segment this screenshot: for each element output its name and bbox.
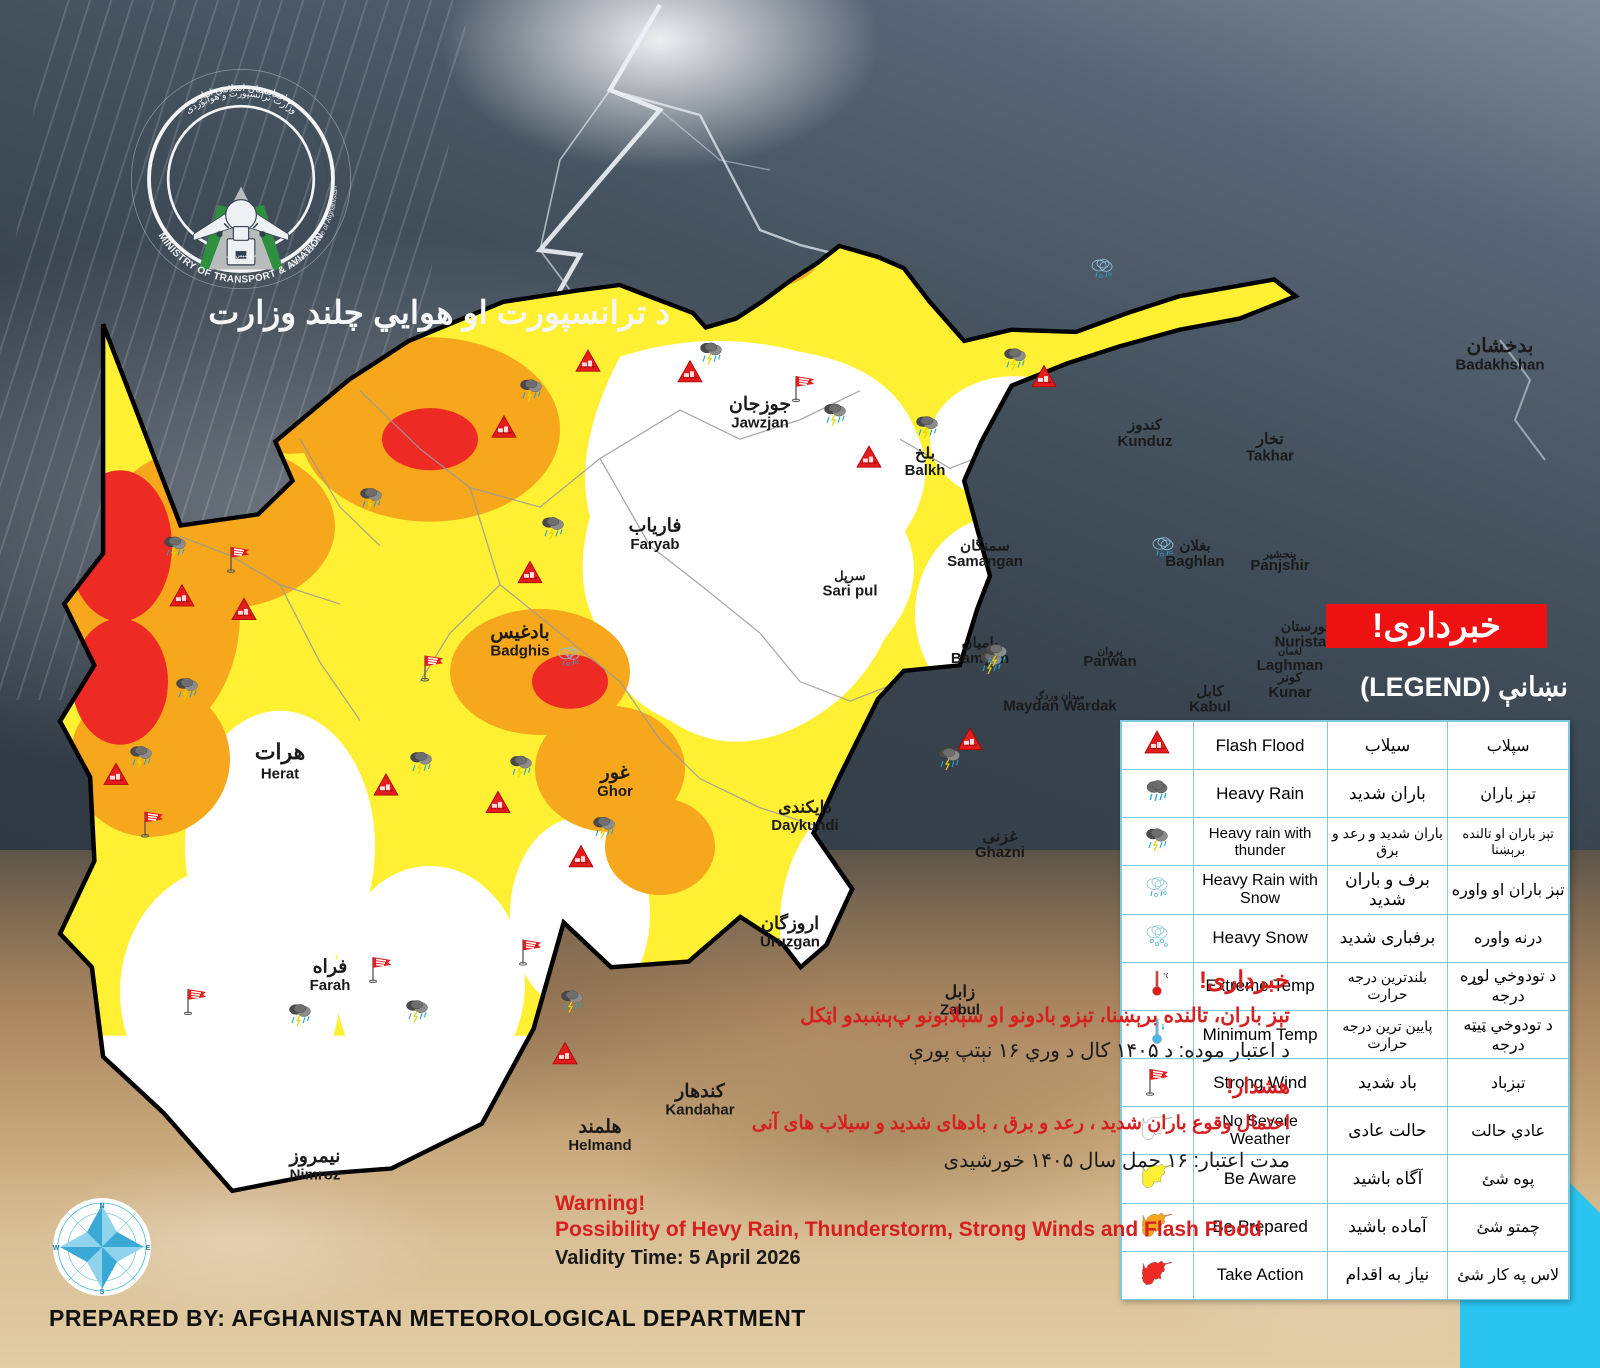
svg-text:سمنگان: سمنگان: [960, 537, 1010, 555]
svg-text:هرات: هرات: [255, 740, 306, 766]
svg-text:فاریاب: فاریاب: [629, 515, 682, 537]
svg-text:فراه: فراه: [313, 956, 348, 978]
svg-text:بدخشان: بدخشان: [1466, 335, 1533, 357]
svg-text:جوزجان: جوزجان: [729, 393, 791, 415]
svg-text:Takhar: Takhar: [1246, 449, 1294, 465]
svg-text:Daykundi: Daykundi: [771, 818, 838, 834]
svg-text:Uruzgan: Uruzgan: [760, 935, 820, 951]
svg-text:لغمان: لغمان: [1278, 647, 1302, 658]
svg-text:سرپل: سرپل: [834, 568, 866, 584]
svg-text:E: E: [146, 1245, 151, 1252]
svg-text:Maydan Wardak: Maydan Wardak: [1003, 699, 1117, 715]
svg-text:Balkh: Balkh: [905, 463, 946, 479]
svg-text:Ghazni: Ghazni: [975, 845, 1025, 861]
svg-text:Samangan: Samangan: [947, 554, 1023, 570]
svg-text:Badakhshan: Badakhshan: [1455, 357, 1544, 373]
svg-text:کندوز: کندوز: [1127, 418, 1163, 434]
svg-text:S: S: [100, 1289, 105, 1296]
svg-text:Panjshir: Panjshir: [1250, 558, 1309, 574]
svg-text:Parwan: Parwan: [1083, 654, 1136, 670]
svg-text:Jawzjan: Jawzjan: [731, 416, 788, 432]
svg-text:Badghis: Badghis: [490, 644, 549, 660]
svg-text:بغلان: بغلان: [1179, 539, 1210, 555]
svg-text:بادغیس: بادغیس: [490, 621, 549, 643]
svg-text:اروزگان: اروزگان: [761, 912, 819, 934]
svg-text:نورستان: نورستان: [1281, 619, 1329, 635]
svg-text:غزنی: غزنی: [983, 829, 1019, 847]
svg-text:غور: غور: [599, 762, 630, 784]
svg-text:Kunduz: Kunduz: [1118, 434, 1173, 450]
svg-text:Faryab: Faryab: [630, 537, 679, 553]
svg-text:Herat: Herat: [261, 767, 299, 783]
svg-text:بلخ: بلخ: [915, 446, 935, 464]
svg-text:Ghor: Ghor: [597, 784, 633, 800]
svg-text:تخار: تخار: [1255, 431, 1284, 449]
svg-text:N: N: [99, 1203, 104, 1210]
svg-text:دایکندی: دایکندی: [778, 798, 832, 817]
svg-text:Sari pul: Sari pul: [823, 584, 878, 600]
svg-text:Farah: Farah: [310, 978, 351, 994]
svg-text:W: W: [53, 1245, 60, 1252]
svg-text:کندهار: کندهار: [673, 1080, 726, 1102]
